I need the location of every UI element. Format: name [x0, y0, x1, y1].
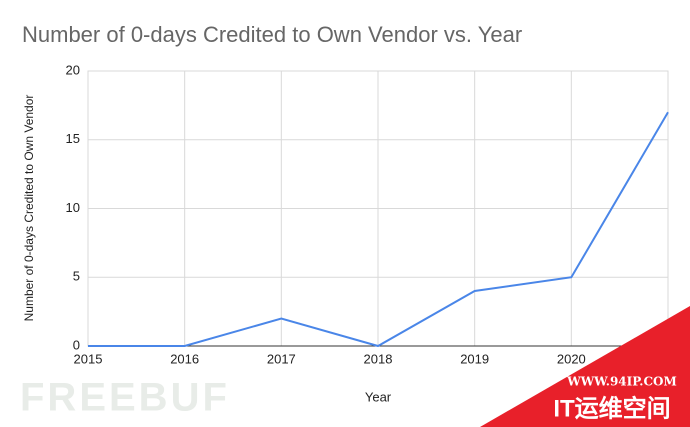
- watermark: FREEBUF: [20, 376, 230, 420]
- plot-area: 0 5 10 15 20 2015 2016 2017 2018 2019 2020: [66, 62, 669, 366]
- x-tick-label: 2020: [557, 351, 586, 366]
- y-axis-label: Number of 0-days Credited to Own Vendor: [22, 95, 36, 322]
- y-tick-label: 15: [66, 131, 80, 146]
- x-tick-label: 2015: [74, 351, 103, 366]
- x-tick-label: 2016: [170, 351, 199, 366]
- watermark: IT运维空间: [553, 394, 670, 422]
- y-tick-label: 5: [73, 269, 80, 284]
- watermark: WWW.94IP.COM: [566, 375, 677, 389]
- watermark-banner: [480, 306, 690, 427]
- data-line: [88, 111, 669, 348]
- chart-title: Number of 0-days Credited to Own Vendor …: [22, 22, 522, 47]
- y-tick-label: 0: [73, 337, 80, 352]
- x-axis-label: Year: [365, 389, 392, 404]
- x-tick-label: 2018: [364, 351, 393, 366]
- x-tick-label: 2017: [267, 351, 296, 366]
- y-tick-label: 20: [66, 62, 80, 77]
- x-tick-label: 2019: [460, 351, 489, 366]
- y-tick-label: 10: [66, 200, 80, 215]
